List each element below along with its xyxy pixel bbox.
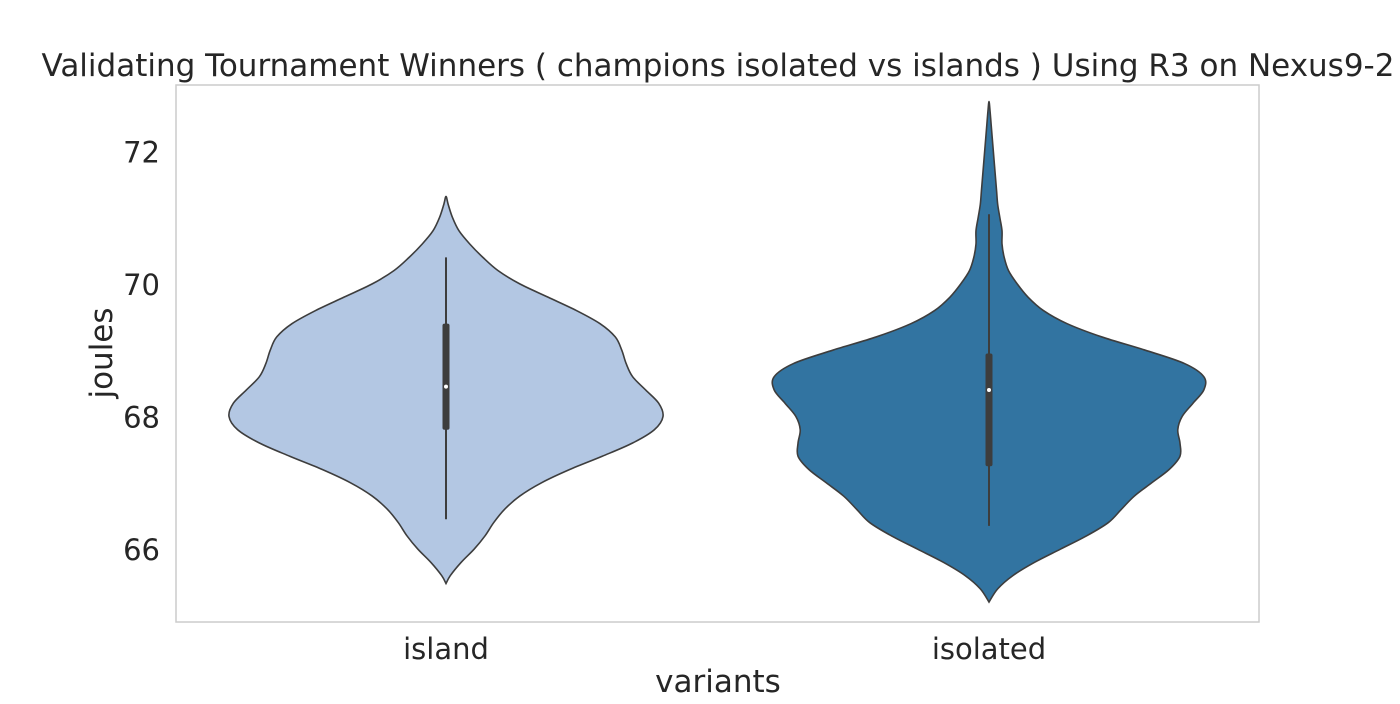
y-tick-label: 68 (123, 400, 160, 434)
y-axis-ticks: 66 68 70 72 (123, 135, 160, 567)
inner-boxes-layer (442, 214, 993, 526)
plot-frame (175, 84, 1260, 623)
iqr-box-isolated (985, 353, 993, 467)
x-axis-label: variants (655, 664, 781, 700)
x-tick-label: isolated (932, 632, 1046, 666)
violins-layer (228, 100, 1207, 604)
median-dot-island (444, 384, 448, 389)
y-tick-label: 72 (123, 135, 160, 169)
chart-title: Validating Tournament Winners ( champion… (42, 48, 1395, 84)
median-dot-isolated (987, 387, 991, 392)
y-tick-label: 66 (123, 533, 160, 567)
x-tick-label: island (403, 632, 489, 666)
iqr-box-island (442, 323, 450, 430)
y-axis-label: joules (84, 307, 120, 399)
x-axis-ticks: island isolated (403, 632, 1046, 666)
y-tick-label: 70 (123, 268, 160, 302)
